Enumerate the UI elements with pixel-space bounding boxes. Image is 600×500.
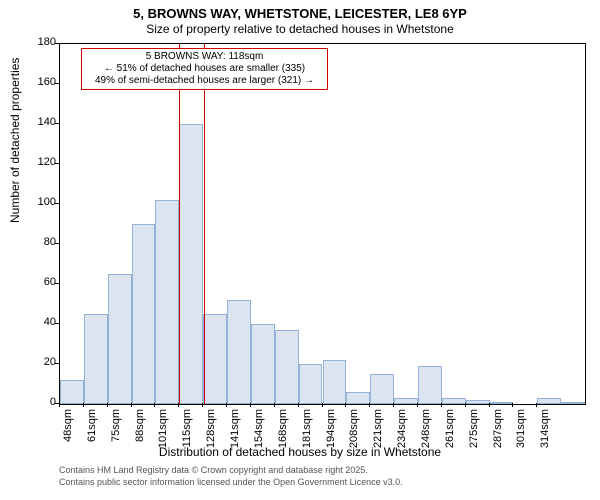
x-tick-mark: [322, 403, 323, 407]
y-tick-label: 20: [16, 356, 56, 368]
histogram-bar: [346, 392, 370, 404]
x-tick-label: 141sqm: [229, 409, 241, 469]
x-tick-label: 61sqm: [86, 409, 98, 469]
x-tick-label: 128sqm: [205, 409, 217, 469]
histogram-bar: [323, 360, 347, 404]
x-tick-mark: [298, 403, 299, 407]
y-tick-label: 60: [16, 276, 56, 288]
histogram-bar: [108, 274, 132, 404]
y-tick-mark: [55, 243, 59, 244]
histogram-bar: [275, 330, 299, 404]
x-tick-label: 287sqm: [492, 409, 504, 469]
y-tick-label: 80: [16, 236, 56, 248]
histogram-bar: [132, 224, 156, 404]
histogram-bar: [442, 398, 466, 404]
x-tick-mark: [202, 403, 203, 407]
x-tick-mark: [417, 403, 418, 407]
histogram-bar: [227, 300, 251, 404]
histogram-bar: [537, 398, 561, 404]
histogram-bar: [490, 402, 514, 404]
x-tick-label: 314sqm: [539, 409, 551, 469]
x-tick-label: 221sqm: [372, 409, 384, 469]
x-tick-mark: [131, 403, 132, 407]
y-tick-mark: [55, 203, 59, 204]
annotation-line2: ← 51% of detached houses are smaller (33…: [86, 63, 323, 75]
chart-container: 5, BROWNS WAY, WHETSTONE, LEICESTER, LE8…: [0, 0, 600, 500]
x-tick-label: 261sqm: [444, 409, 456, 469]
histogram-bar: [418, 366, 442, 404]
y-tick-label: 160: [16, 76, 56, 88]
x-tick-label: 75sqm: [110, 409, 122, 469]
x-axis-label: Distribution of detached houses by size …: [0, 445, 600, 459]
x-tick-label: 301sqm: [515, 409, 527, 469]
y-tick-mark: [55, 163, 59, 164]
x-tick-mark: [83, 403, 84, 407]
x-tick-mark: [536, 403, 537, 407]
x-tick-mark: [512, 403, 513, 407]
x-tick-mark: [59, 403, 60, 407]
x-tick-label: 194sqm: [325, 409, 337, 469]
x-tick-mark: [250, 403, 251, 407]
x-tick-mark: [369, 403, 370, 407]
footer-line2: Contains public sector information licen…: [59, 477, 403, 487]
x-tick-label: 248sqm: [420, 409, 432, 469]
y-tick-label: 40: [16, 316, 56, 328]
x-tick-label: 275sqm: [468, 409, 480, 469]
histogram-bar: [394, 398, 418, 404]
y-tick-mark: [55, 323, 59, 324]
x-tick-mark: [154, 403, 155, 407]
plot-area: [59, 43, 586, 405]
x-tick-label: 168sqm: [277, 409, 289, 469]
y-tick-label: 180: [16, 36, 56, 48]
highlight-band: [179, 44, 205, 404]
y-tick-mark: [55, 283, 59, 284]
x-tick-mark: [107, 403, 108, 407]
footer-line1: Contains HM Land Registry data © Crown c…: [59, 465, 368, 475]
x-tick-mark: [441, 403, 442, 407]
x-tick-mark: [465, 403, 466, 407]
x-tick-label: 101sqm: [157, 409, 169, 469]
x-tick-mark: [226, 403, 227, 407]
x-tick-label: 48sqm: [62, 409, 74, 469]
annotation-line1: 5 BROWNS WAY: 118sqm: [86, 51, 323, 63]
x-tick-label: 154sqm: [253, 409, 265, 469]
histogram-bar: [155, 200, 179, 404]
histogram-bar: [561, 402, 585, 404]
x-tick-label: 234sqm: [396, 409, 408, 469]
x-tick-mark: [345, 403, 346, 407]
y-tick-mark: [55, 123, 59, 124]
histogram-bar: [299, 364, 323, 404]
y-tick-label: 120: [16, 156, 56, 168]
histogram-bar: [84, 314, 108, 404]
annotation-line3: 49% of semi-detached houses are larger (…: [86, 75, 323, 87]
y-tick-mark: [55, 83, 59, 84]
y-tick-mark: [55, 43, 59, 44]
x-tick-label: 115sqm: [181, 409, 193, 469]
y-tick-label: 100: [16, 196, 56, 208]
x-tick-label: 181sqm: [301, 409, 313, 469]
histogram-bar: [251, 324, 275, 404]
x-tick-mark: [489, 403, 490, 407]
histogram-bar: [203, 314, 227, 404]
histogram-bar: [466, 400, 490, 404]
x-tick-label: 88sqm: [134, 409, 146, 469]
chart-title-line2: Size of property relative to detached ho…: [0, 22, 600, 36]
y-tick-label: 0: [16, 396, 56, 408]
chart-title-line1: 5, BROWNS WAY, WHETSTONE, LEICESTER, LE8…: [0, 6, 600, 21]
y-tick-mark: [55, 363, 59, 364]
annotation-box: 5 BROWNS WAY: 118sqm ← 51% of detached h…: [81, 48, 328, 90]
histogram-bar: [60, 380, 84, 404]
x-tick-mark: [393, 403, 394, 407]
x-tick-mark: [274, 403, 275, 407]
histogram-bar: [370, 374, 394, 404]
x-tick-mark: [178, 403, 179, 407]
y-tick-label: 140: [16, 116, 56, 128]
x-tick-label: 208sqm: [348, 409, 360, 469]
